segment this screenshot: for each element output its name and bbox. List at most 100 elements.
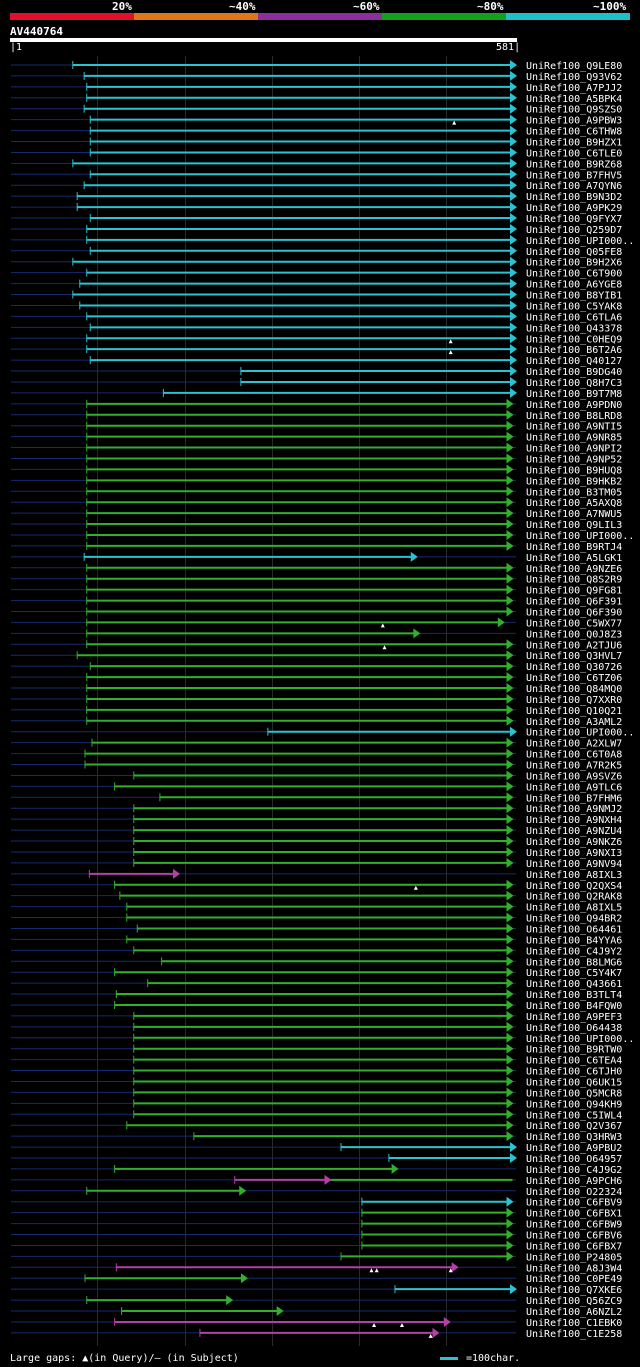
hit-arrow [510, 114, 517, 125]
hit-arrow [443, 1316, 451, 1327]
hit-label: UniRef100_A5AXQ8 [526, 498, 622, 509]
grid-line [446, 56, 447, 1346]
hit-label: UniRef100_Q259D7 [526, 225, 622, 236]
hit-label: UniRef100_B8YIB1 [526, 291, 622, 302]
query-gap-marker [374, 1268, 379, 1273]
hit-label: UniRef100_B9RTW0 [526, 1045, 622, 1056]
hit-label: UniRef100_C6TJH0 [526, 1067, 622, 1078]
hit-arrow [506, 792, 514, 803]
hit-arrow [510, 103, 517, 114]
hit-label: UniRef100_Q8H7C3 [526, 378, 622, 389]
hit-arrow [506, 989, 514, 1000]
hit-label: UniRef100_Q9LE80 [526, 61, 622, 72]
hit-label: UniRef100_A9NR85 [526, 433, 622, 444]
hit-label: UniRef100_Q56ZC9 [526, 1296, 622, 1307]
hit-label: UniRef100_Q9SZS0 [526, 105, 622, 116]
grid-line [359, 56, 360, 1346]
hit-arrow [510, 1142, 517, 1153]
hit-arrow [506, 759, 514, 770]
hit-arrow [276, 1306, 284, 1317]
hit-arrow [506, 857, 514, 868]
hit-arrow [510, 70, 517, 81]
hit-label: UniRef100_A2TJU6 [526, 640, 622, 651]
hit-label: UniRef100_A9PBW3 [526, 116, 622, 127]
query-gap-marker [380, 623, 385, 628]
hit-label: UniRef100_A7PJJ2 [526, 83, 622, 94]
hit-label: UniRef100_C6TEA4 [526, 1056, 622, 1067]
hit-arrow [510, 344, 517, 355]
hit-arrow [506, 661, 514, 672]
hit-label: UniRef100_UPI000.. [526, 728, 634, 739]
hit-label: UniRef100_A6NZL2 [526, 1307, 622, 1318]
hit-label: UniRef100_A9PCH6 [526, 1176, 622, 1187]
hit-label: UniRef100_O64438 [526, 1023, 622, 1034]
hit-label: UniRef100_Q5MCR8 [526, 1088, 622, 1099]
pct-label-60: ~60% [353, 0, 380, 13]
hit-arrow [506, 442, 514, 453]
hit-arrow [506, 497, 514, 508]
hit-arrow [506, 956, 514, 967]
scale-segment-40 [134, 13, 258, 20]
large-gaps-legend: Large gaps: ▲(in Query)/– (in Subject) [10, 1353, 239, 1364]
hit-label: UniRef100_A8IXL5 [526, 903, 622, 914]
hit-label: UniRef100_A7NWU5 [526, 509, 622, 520]
hit-arrow [506, 453, 514, 464]
hit-label: UniRef100_A8J3W4 [526, 1263, 622, 1274]
hit-arrow [510, 1153, 517, 1163]
hit-arrow [506, 639, 514, 650]
hit-arrow [506, 1251, 514, 1262]
hit-arrow [506, 562, 514, 573]
hit-label: UniRef100_C6TZ06 [526, 673, 622, 684]
hit-label: UniRef100_B9H2X6 [526, 258, 622, 269]
hit-label: UniRef100_B6T2A6 [526, 345, 622, 356]
query-gap-marker [452, 120, 457, 125]
grid-line [97, 56, 98, 1346]
query-id: AV440764 [10, 25, 63, 38]
hit-label: UniRef100_Q9FG81 [526, 586, 622, 597]
hit-label: UniRef100_O22324 [526, 1187, 622, 1198]
hit-arrow [510, 213, 517, 224]
hit-label: UniRef100_B7FHM6 [526, 793, 622, 804]
pct-label-20: 20% [112, 0, 132, 13]
hit-label: UniRef100_C5IWL4 [526, 1110, 622, 1121]
hit-arrow [510, 387, 517, 398]
hit-label: UniRef100_A3AML2 [526, 717, 622, 728]
hit-arrow [506, 1021, 514, 1032]
hit-arrow [240, 1273, 248, 1284]
hit-arrow [506, 978, 514, 989]
hit-arrow [506, 693, 514, 704]
hit-label: UniRef100_B9HKB2 [526, 476, 622, 487]
hit-arrow [510, 366, 517, 377]
hit-arrow [506, 1240, 514, 1251]
hit-label: UniRef100_Q7XKE6 [526, 1285, 622, 1296]
hit-arrow [510, 256, 517, 267]
hit-arrow [510, 278, 517, 289]
hit-label: UniRef100_A9NPI2 [526, 444, 622, 455]
hit-arrow [506, 748, 514, 759]
query-bar [10, 38, 517, 42]
hit-label: UniRef100_B8LRD8 [526, 411, 622, 422]
hit-arrow [506, 1087, 514, 1098]
hit-label: UniRef100_B9RZ68 [526, 159, 622, 170]
hit-arrow [410, 551, 418, 562]
hit-label: UniRef100_Q7XXR0 [526, 695, 622, 706]
hit-arrow [506, 901, 514, 912]
hit-label: UniRef100_A6YGE8 [526, 280, 622, 291]
hit-arrow [506, 890, 514, 901]
hit-arrow [510, 60, 517, 70]
scale-segment-100 [506, 13, 630, 20]
hit-label: UniRef100_B9HUQ8 [526, 465, 622, 476]
hit-label: UniRef100_C6FBX7 [526, 1241, 622, 1252]
hit-arrow [506, 825, 514, 836]
hit-arrow [506, 595, 514, 606]
hit-label: UniRef100_A9SVZ6 [526, 771, 622, 782]
hit-label: UniRef100_A9NMJ2 [526, 804, 622, 815]
hit-label: UniRef100_A7QYN6 [526, 181, 622, 192]
hit-arrow [506, 846, 514, 857]
hit-label: UniRef100_Q9FYX7 [526, 214, 622, 225]
hit-label: UniRef100_A9NP52 [526, 454, 622, 465]
hit-label: UniRef100_Q05FE8 [526, 247, 622, 258]
query-gap-marker [372, 1322, 377, 1327]
hit-label: UniRef100_O64461 [526, 924, 622, 935]
